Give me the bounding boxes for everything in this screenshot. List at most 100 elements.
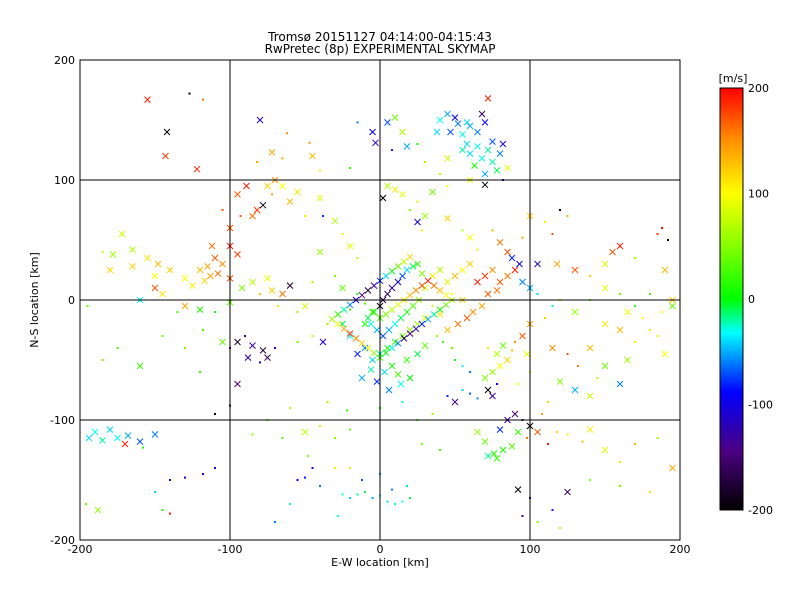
- data-point-cross: [516, 260, 523, 268]
- data-point-dot: [334, 437, 336, 439]
- data-point-cross: [481, 438, 489, 445]
- data-point-dot: [356, 257, 359, 259]
- data-point-cross: [114, 434, 121, 442]
- data-point-cross: [549, 344, 556, 352]
- data-point-dot: [596, 377, 599, 379]
- data-point-cross: [181, 275, 189, 282]
- data-point-cross: [499, 140, 507, 148]
- data-point-dot: [184, 347, 186, 349]
- data-point-dot: [101, 359, 104, 361]
- data-point-cross: [243, 182, 250, 190]
- data-point-cross: [412, 287, 420, 294]
- data-point-dot: [526, 437, 528, 439]
- data-point-dot: [401, 500, 404, 503]
- data-point-cross: [370, 282, 378, 289]
- data-point-cross: [399, 272, 406, 280]
- data-point-cross: [397, 380, 405, 388]
- data-point-cross: [286, 198, 294, 205]
- data-point-cross: [264, 182, 271, 190]
- data-point-cross: [118, 230, 126, 238]
- data-point-dot: [101, 251, 104, 253]
- data-point-cross: [616, 242, 624, 250]
- data-point-cross: [571, 266, 579, 274]
- data-point-dot: [356, 493, 359, 496]
- data-point-dot: [341, 233, 344, 235]
- data-point-dot: [214, 311, 216, 313]
- data-point-dot: [409, 209, 411, 211]
- data-point-cross: [484, 452, 492, 460]
- data-point-dot: [416, 200, 419, 203]
- data-point-cross: [474, 143, 481, 150]
- data-point-cross: [489, 158, 496, 166]
- data-point-dot: [619, 293, 621, 295]
- data-point-dot: [641, 317, 644, 319]
- data-point-cross: [388, 306, 396, 313]
- data-point-cross: [340, 306, 348, 313]
- data-point-cross: [201, 277, 208, 285]
- data-point-cross: [382, 349, 390, 357]
- data-point-dot: [364, 302, 366, 305]
- data-point-cross: [214, 270, 222, 277]
- data-point-dot: [461, 389, 464, 391]
- data-point-cross: [433, 128, 441, 136]
- data-point-cross: [159, 290, 166, 298]
- data-point-dot: [202, 329, 204, 331]
- data-point-cross: [429, 188, 436, 196]
- data-point-dot: [442, 341, 444, 343]
- data-point-cross: [136, 438, 144, 445]
- colorbar: [719, 87, 744, 511]
- data-point-cross: [624, 308, 631, 316]
- data-point-dot: [304, 215, 306, 217]
- data-point-cross: [474, 128, 481, 136]
- data-point-cross: [136, 362, 144, 370]
- data-point-cross: [601, 260, 609, 268]
- data-point-cross: [193, 165, 201, 173]
- data-point-cross: [394, 301, 402, 309]
- data-point-cross: [484, 290, 492, 298]
- data-point-dot: [322, 215, 324, 217]
- data-point-dot: [409, 497, 411, 499]
- data-point-cross: [481, 181, 489, 189]
- data-point-dot: [326, 401, 329, 403]
- data-point-cross: [129, 263, 136, 270]
- data-point-cross: [493, 455, 501, 462]
- data-point-cross: [442, 291, 450, 299]
- data-point-cross: [403, 356, 411, 364]
- data-point-cross: [478, 302, 486, 310]
- data-point-cross: [286, 282, 294, 289]
- data-point-dot: [511, 349, 513, 352]
- data-point-cross: [553, 260, 561, 268]
- data-point-cross: [151, 272, 159, 280]
- data-point-cross: [124, 432, 132, 439]
- data-point-cross: [399, 128, 406, 136]
- x-tick-label: 100: [520, 543, 541, 556]
- data-point-dot: [431, 413, 434, 415]
- data-point-cross: [234, 251, 241, 258]
- data-point-cross: [85, 434, 93, 442]
- data-point-dot: [311, 467, 314, 469]
- data-point-cross: [406, 291, 414, 299]
- data-point-cross: [234, 380, 241, 388]
- data-point-dot: [221, 209, 224, 211]
- x-axis-label: E-W location [km]: [331, 556, 429, 569]
- data-point-cross: [334, 320, 342, 328]
- data-point-cross: [451, 114, 459, 121]
- data-point-dot: [161, 335, 164, 337]
- data-point-dot: [281, 157, 284, 160]
- data-point-cross: [669, 302, 676, 310]
- data-point-cross: [385, 326, 393, 334]
- data-point-cross: [534, 260, 541, 268]
- data-point-dot: [337, 515, 339, 517]
- data-point-dot: [491, 229, 494, 232]
- data-point-dot: [589, 479, 591, 481]
- data-point-cross: [382, 311, 390, 318]
- colorbar-label: [m/s]: [719, 72, 748, 85]
- data-point-cross: [463, 140, 471, 148]
- data-point-cross: [249, 342, 256, 349]
- data-point-cross: [418, 282, 426, 289]
- data-point-cross: [424, 277, 432, 285]
- data-point-dot: [439, 449, 441, 451]
- data-point-dot: [436, 335, 438, 337]
- data-point-dot: [551, 509, 554, 511]
